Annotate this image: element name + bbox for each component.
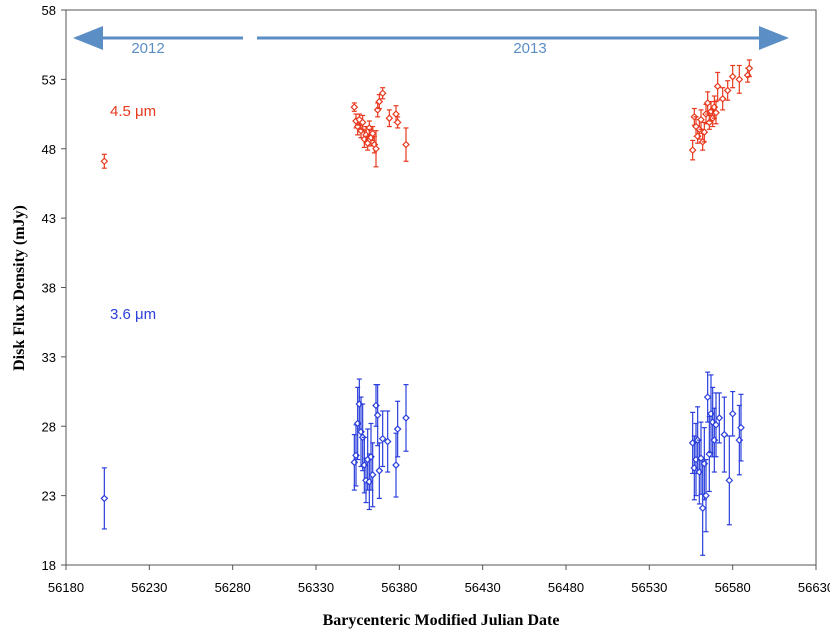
point: [358, 118, 367, 127]
y-tick-label: 28: [42, 419, 56, 434]
point: [378, 89, 387, 98]
point: [735, 75, 744, 84]
point: [378, 434, 387, 443]
y-tick-label: 53: [42, 72, 56, 87]
annotation: 2012: [131, 40, 164, 57]
point: [688, 146, 697, 154]
point: [728, 409, 737, 418]
point: [698, 504, 707, 512]
point: [373, 411, 382, 419]
point: [375, 97, 384, 106]
point: [392, 110, 400, 118]
x-tick-label: 56430: [465, 580, 501, 595]
point: [402, 414, 410, 422]
point: [393, 118, 402, 127]
y-tick-label: 38: [42, 281, 56, 296]
y-tick-label: 18: [42, 558, 56, 573]
y-tick-label: 23: [42, 489, 56, 504]
point: [700, 128, 709, 136]
x-tick-label: 56380: [381, 580, 417, 595]
point: [368, 470, 377, 479]
series-label: 4.5 μm: [110, 103, 156, 120]
point: [723, 86, 732, 95]
x-tick-label: 56580: [715, 580, 751, 595]
point: [393, 425, 402, 433]
point: [697, 115, 705, 124]
point: [745, 64, 754, 73]
point: [713, 82, 722, 91]
plot-frame: [65, 9, 817, 566]
point: [715, 414, 724, 422]
point: [350, 103, 359, 111]
x-tick-label: 56330: [298, 580, 334, 595]
series-label: 3.6 μm: [110, 306, 156, 323]
x-tick-label: 56480: [548, 580, 584, 595]
x-tick-label: 56280: [215, 580, 251, 595]
point: [100, 157, 109, 166]
point: [363, 139, 372, 148]
x-tick-label: 56180: [48, 580, 84, 595]
y-tick-label: 48: [42, 142, 56, 157]
point: [100, 494, 109, 503]
y-tick-label: 58: [42, 3, 56, 18]
point: [712, 421, 720, 429]
x-tick-label: 56530: [631, 580, 667, 595]
point: [385, 114, 394, 123]
y-axis-title: Disk Flux Density (mJy): [11, 205, 28, 371]
point: [725, 476, 734, 485]
point: [718, 94, 727, 103]
point: [720, 430, 729, 439]
point: [728, 72, 737, 81]
point: [703, 393, 712, 401]
point: [712, 108, 720, 117]
point: [372, 144, 380, 153]
point: [392, 461, 400, 469]
point: [402, 140, 410, 149]
point: [375, 466, 384, 475]
point: [737, 423, 745, 432]
annotation: 2013: [513, 40, 546, 57]
x-tick-label: 56230: [131, 580, 167, 595]
x-axis-title: Barycenteric Modified Julian Date: [323, 612, 560, 629]
x-tick-label: 56630: [798, 580, 830, 595]
y-tick-label: 43: [42, 211, 56, 226]
point: [702, 491, 710, 500]
y-tick-label: 33: [42, 350, 56, 365]
point: [383, 437, 392, 446]
